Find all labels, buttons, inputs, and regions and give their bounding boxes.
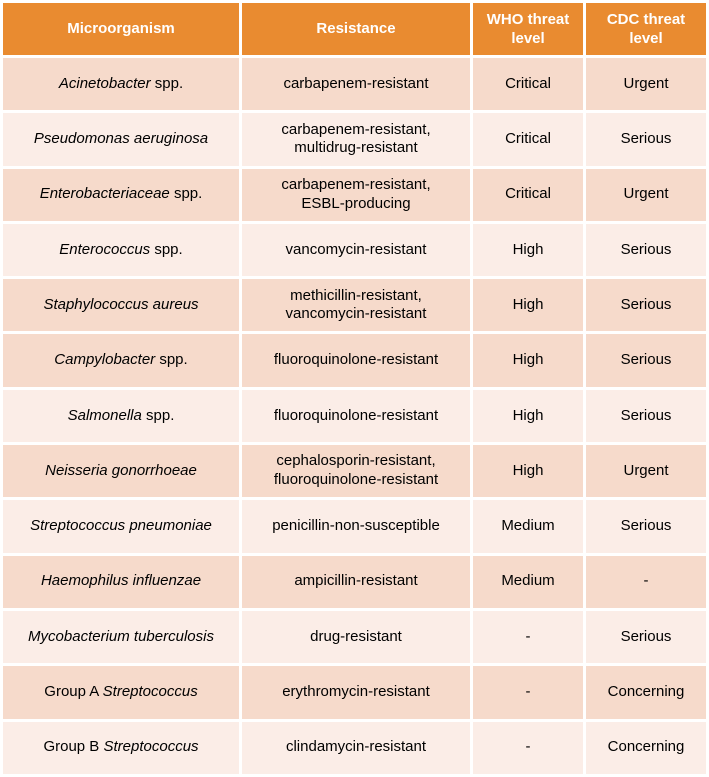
- resistance-cell: fluoroquinolone-resistant: [242, 334, 470, 387]
- header-who-threat-level: WHO threat level: [473, 3, 583, 55]
- cdc-threat-cell: Concerning: [586, 721, 706, 774]
- cdc-threat-cell: Urgent: [586, 445, 706, 498]
- table-row: Campylobacter spp. fluoroquinolone-resist…: [3, 334, 706, 387]
- cdc-threat-cell: Serious: [586, 223, 706, 277]
- table-header: Microorganism Resistance WHO threat leve…: [3, 3, 706, 55]
- who-threat-cell: High: [473, 334, 583, 387]
- table-row: Enterobacteriaceae spp. carbapenem-resist…: [3, 168, 706, 221]
- who-threat-cell: -: [473, 610, 583, 664]
- microorganism-cell: Salmonella spp.: [3, 389, 239, 443]
- cdc-threat-cell: Serious: [586, 279, 706, 332]
- table-row: Group A Streptococcus erythromycin-resist…: [3, 666, 706, 719]
- table-row: Enterococcus spp. vancomycin-resistant Hig…: [3, 223, 706, 277]
- cdc-threat-cell: Urgent: [586, 168, 706, 221]
- microorganism-cell: Enterococcus spp.: [3, 223, 239, 277]
- table-row: Neisseria gonorrhoeae cephalosporin-resis…: [3, 445, 706, 498]
- resistance-cell: ampicillin-resistant: [242, 555, 470, 608]
- resistance-cell: carbapenem-resistant: [242, 58, 470, 111]
- who-threat-cell: Critical: [473, 58, 583, 111]
- who-threat-cell: High: [473, 389, 583, 443]
- resistance-cell: vancomycin-resistant: [242, 223, 470, 277]
- header-row: Microorganism Resistance WHO threat leve…: [3, 3, 706, 55]
- who-threat-cell: Medium: [473, 555, 583, 608]
- resistance-cell: fluoroquinolone-resistant: [242, 389, 470, 443]
- who-threat-cell: -: [473, 666, 583, 719]
- resistance-cell: cephalosporin-resistant, fluoroquinolone…: [242, 445, 470, 498]
- microorganism-cell: Group B Streptococcus: [3, 721, 239, 774]
- microorganism-cell: Campylobacter spp.: [3, 334, 239, 387]
- microorganism-cell: Staphylococcus aureus: [3, 279, 239, 332]
- cdc-threat-cell: Serious: [586, 500, 706, 553]
- cdc-threat-cell: Serious: [586, 389, 706, 443]
- table-body: Acinetobacter spp. carbapenem-resistant Cr…: [3, 58, 706, 774]
- cdc-threat-cell: Concerning: [586, 666, 706, 719]
- table-row: Salmonella spp. fluoroquinolone-resistant…: [3, 389, 706, 443]
- who-threat-cell: Critical: [473, 113, 583, 166]
- header-resistance: Resistance: [242, 3, 470, 55]
- resistance-cell: erythromycin-resistant: [242, 666, 470, 719]
- microorganism-cell: Neisseria gonorrhoeae: [3, 445, 239, 498]
- microorganism-cell: Enterobacteriaceae spp.: [3, 168, 239, 221]
- cdc-threat-cell: Serious: [586, 610, 706, 664]
- cdc-threat-cell: -: [586, 555, 706, 608]
- table-row: Group B Streptococcus clindamycin-resista…: [3, 721, 706, 774]
- table-row: Streptococcus pneumoniae penicillin-non-s…: [3, 500, 706, 553]
- microorganism-cell: Haemophilus influenzae: [3, 555, 239, 608]
- table-row: Staphylococcus aureus methicillin-resista…: [3, 279, 706, 332]
- cdc-threat-cell: Serious: [586, 334, 706, 387]
- microorganism-cell: Group A Streptococcus: [3, 666, 239, 719]
- who-threat-cell: -: [473, 721, 583, 774]
- microorganism-cell: Mycobacterium tuberculosis: [3, 610, 239, 664]
- table-row: Acinetobacter spp. carbapenem-resistant Cr…: [3, 58, 706, 111]
- who-threat-cell: High: [473, 445, 583, 498]
- resistance-cell: penicillin-non-susceptible: [242, 500, 470, 553]
- resistance-cell: carbapenem-resistant, multidrug-resistan…: [242, 113, 470, 166]
- cdc-threat-cell: Serious: [586, 113, 706, 166]
- cdc-threat-cell: Urgent: [586, 58, 706, 111]
- resistance-cell: drug-resistant: [242, 610, 470, 664]
- who-threat-cell: High: [473, 279, 583, 332]
- microorganism-cell: Acinetobacter spp.: [3, 58, 239, 111]
- resistance-cell: carbapenem-resistant, ESBL-producing: [242, 168, 470, 221]
- table-row: Mycobacterium tuberculosis drug-resistant…: [3, 610, 706, 664]
- table-row: Pseudomonas aeruginosa carbapenem-resista…: [3, 113, 706, 166]
- microorganism-cell: Streptococcus pneumoniae: [3, 500, 239, 553]
- who-threat-cell: Medium: [473, 500, 583, 553]
- resistance-cell: methicillin-resistant, vancomycin-resist…: [242, 279, 470, 332]
- resistance-cell: clindamycin-resistant: [242, 721, 470, 774]
- who-threat-cell: High: [473, 223, 583, 277]
- header-microorganism: Microorganism: [3, 3, 239, 55]
- who-threat-cell: Critical: [473, 168, 583, 221]
- microorganism-cell: Pseudomonas aeruginosa: [3, 113, 239, 166]
- table-row: Haemophilus influenzae ampicillin-resista…: [3, 555, 706, 608]
- header-cdc-threat-level: CDC threat level: [586, 3, 706, 55]
